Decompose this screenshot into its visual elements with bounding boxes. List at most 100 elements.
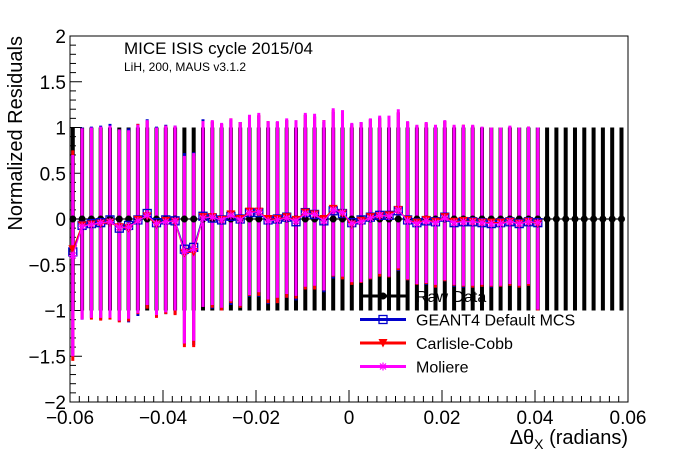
data-point [412,219,421,228]
data-point [459,217,468,226]
data-point [68,251,77,260]
markers-moliere [68,205,542,260]
connector [72,226,83,256]
data-point [477,218,486,227]
x-axis-ticks [69,390,629,402]
data-point [161,217,170,226]
y-axis-title: Normalized Residuals [5,36,27,231]
data-point [440,214,449,223]
data-point [357,217,366,226]
data-point [450,218,459,227]
legend-label: Carlisle-Cobb [416,336,513,353]
data-point [319,216,328,225]
y-tick-label: 2 [55,27,66,48]
data-point [78,215,86,223]
connector [193,217,204,250]
y-axis-tick-labels: −2 −1.5 −1 −0.5 0 0.5 1 1.5 2 [28,27,66,414]
data-point [347,219,356,228]
annotation-subtitle: LiH, 200, MAUS v3.1.2 [124,60,246,74]
connector [360,217,371,223]
data-point [254,207,263,216]
data-point [379,362,387,371]
data-point [384,212,393,221]
data-point [124,223,133,232]
data-series [68,108,625,361]
legend: Raw Data GEANT4 Default MCS Carlisle-Cobb M… [360,289,575,377]
y-tick-label: −2 [44,393,66,414]
data-point [533,218,542,227]
data-point [608,215,616,223]
data-point [152,219,161,228]
data-point [217,215,226,224]
x-tick-label: −0.06 [46,408,94,429]
data-point [590,215,598,223]
data-point [115,215,123,223]
x-tick-label: −0.04 [139,408,188,429]
data-point [394,215,402,223]
data-point [87,220,96,229]
legend-label: Moliere [416,360,469,377]
data-point [273,215,282,224]
data-point [378,314,388,325]
y-tick-label: −1.5 [28,347,66,368]
data-point [291,216,300,225]
data-point [338,208,347,217]
x-tick-label: −0.02 [232,408,280,429]
x-axis-title: ΔθX (radians) [510,427,628,452]
data-point [552,215,560,223]
series-moliere [71,108,540,357]
data-point [505,217,514,226]
y-tick-label: 0 [55,210,66,231]
data-point [115,223,124,232]
data-point [198,214,207,223]
data-point [69,215,77,223]
data-point [379,292,387,300]
data-point [189,245,198,254]
data-point [245,215,253,223]
data-point [255,215,263,223]
data-point [375,211,384,220]
data-point [329,205,338,214]
y-tick-label: 1 [55,119,66,140]
legend-item: GEANT4 Default MCS [360,313,575,330]
data-point [301,209,310,218]
data-point [422,216,431,225]
data-point [180,215,188,223]
data-point [515,219,524,228]
data-point [301,215,309,223]
x-tick-label: 0.06 [610,408,647,429]
legend-item: Moliere [360,360,469,377]
legend-label: GEANT4 Default MCS [416,313,575,330]
data-point [580,215,588,223]
data-point [282,214,291,223]
x-axis-title-symbol: Δθ [510,427,534,449]
x-tick-label: 0.02 [424,408,461,429]
data-point [403,216,412,225]
data-point [143,211,152,220]
data-point [599,215,607,223]
connector [174,220,185,253]
data-point [78,222,87,231]
data-point [125,215,133,223]
data-point [394,205,403,214]
data-point [190,215,198,223]
data-point [366,214,375,223]
annotation-title: MICE ISIS cycle 2015/04 [124,39,313,58]
data-point [543,215,551,223]
data-point [226,211,235,220]
x-axis-title-unit: (radians) [544,427,628,449]
legend-item: Carlisle-Cobb [360,336,513,353]
data-point [96,218,105,227]
data-point [245,208,254,217]
data-point [571,215,579,223]
x-tick-label: 0 [344,408,355,429]
data-point [236,215,245,224]
y-tick-label: 1.5 [40,73,66,94]
data-point [496,219,505,228]
data-point [171,216,180,225]
data-point [105,217,114,226]
x-tick-label: 0.04 [517,408,554,429]
y-tick-label: 0.5 [40,164,66,185]
data-point [431,218,440,227]
